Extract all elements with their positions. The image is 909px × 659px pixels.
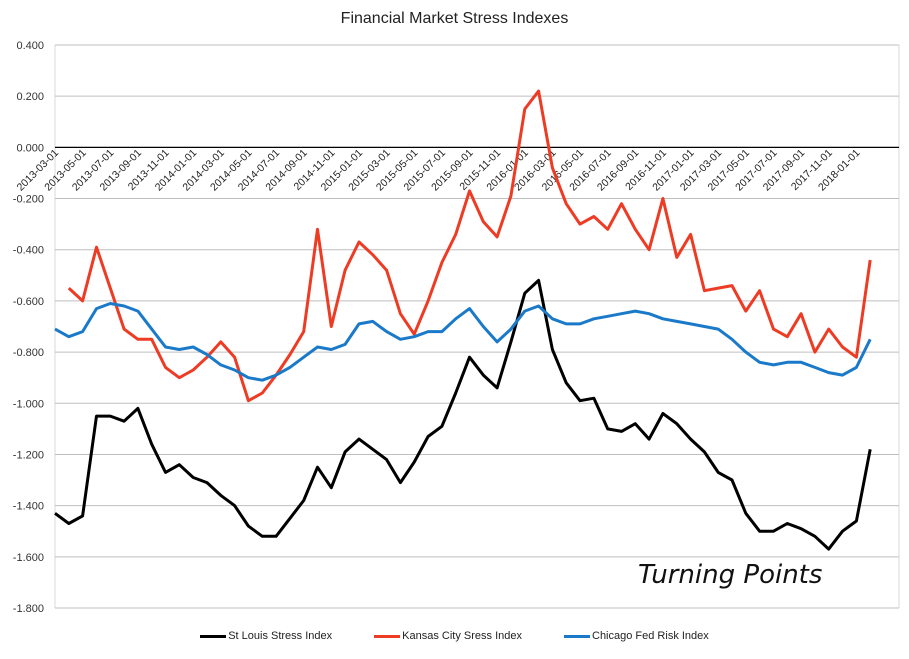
y-tick-label: -1.400 (13, 501, 44, 513)
legend-item-kansas-city: Kansas City Sress Index (374, 630, 522, 642)
series-line (67, 89, 872, 403)
legend-label: Chicago Fed Risk Index (592, 630, 709, 642)
y-tick-label: -1.000 (13, 398, 44, 410)
legend-swatch-blue (564, 634, 590, 638)
y-tick-label: 0.400 (16, 40, 44, 52)
gridlines (54, 44, 900, 609)
y-tick-label: 0.000 (16, 142, 44, 154)
y-tick-label: -1.800 (13, 603, 44, 615)
y-tick-label: 0.200 (16, 91, 44, 103)
y-tick-label: -1.600 (13, 552, 44, 564)
y-axis-ticks: 0.400 0.200 0.000 -0.200 -0.400 -0.600 -0.800 -… (13, 40, 44, 615)
turning-points-annotation: Turning Points (638, 560, 823, 590)
y-tick-label: -0.400 (13, 245, 44, 257)
y-tick-label: -0.200 (13, 194, 44, 206)
y-tick-label: -0.600 (13, 296, 44, 308)
series-line (54, 302, 872, 382)
x-axis-ticks: 2013-03-012013-05-012013-07-012013-09-01… (15, 147, 863, 194)
legend: St Louis Stress Index Kansas City Sress … (0, 630, 909, 642)
legend-swatch-red (374, 634, 401, 638)
series-line (54, 278, 872, 551)
legend-label: St Louis Stress Index (228, 630, 333, 642)
legend-label: Kansas City Sress Index (402, 630, 522, 642)
chart-title: Financial Market Stress Indexes (340, 10, 569, 27)
y-tick-label: -1.200 (13, 449, 44, 461)
legend-swatch-black (200, 634, 227, 638)
y-tick-label: -0.800 (13, 347, 44, 359)
legend-item-chicago: Chicago Fed Risk Index (564, 630, 709, 642)
legend-item-st-louis: St Louis Stress Index (200, 630, 332, 642)
series-lines (54, 89, 872, 551)
